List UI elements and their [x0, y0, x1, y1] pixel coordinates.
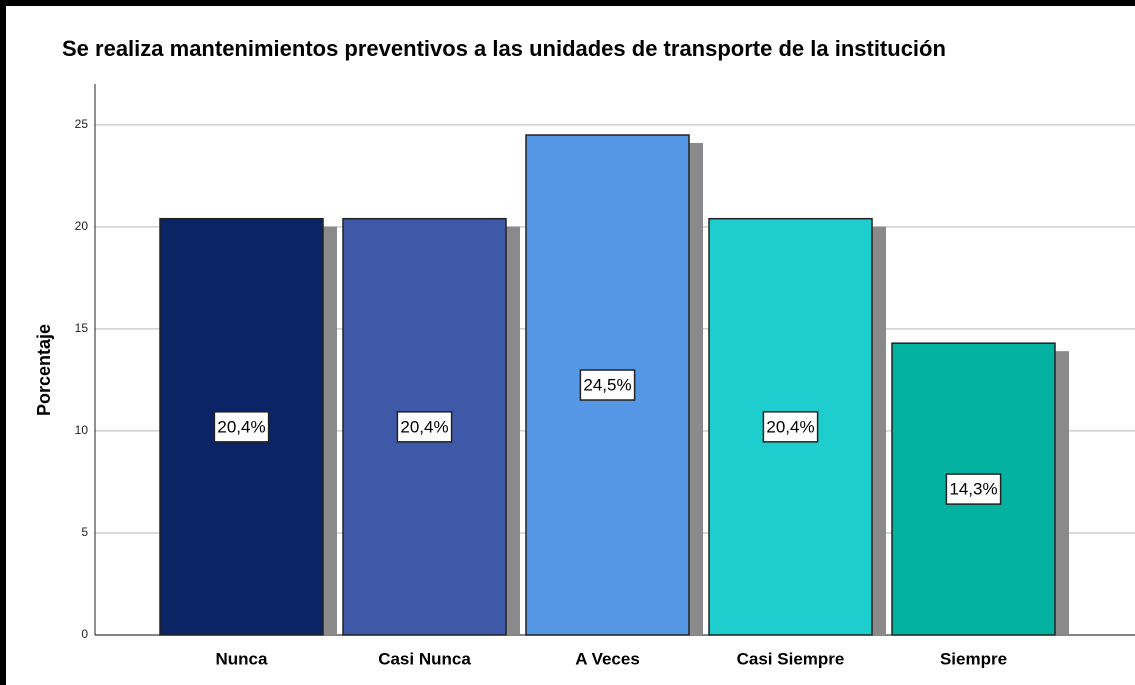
- value-label-box: [945, 473, 1002, 505]
- x-tick-label: A Veces: [575, 649, 640, 668]
- y-tick-label: 10: [75, 423, 89, 437]
- x-tick-label: Casi Siempre: [737, 649, 845, 668]
- value-label: 20,4%: [400, 417, 448, 436]
- y-axis-label: Porcentaje: [34, 324, 54, 416]
- y-tick-label: 20: [75, 219, 89, 233]
- value-label: 20,4%: [217, 417, 265, 436]
- value-label-box: [213, 411, 270, 443]
- value-label-box: [396, 411, 453, 443]
- y-tick-label: 15: [75, 321, 89, 335]
- y-tick-label: 0: [81, 627, 88, 641]
- x-tick-label: Casi Nunca: [378, 649, 471, 668]
- chart-title: Se realiza mantenimientos preventivos a …: [62, 36, 946, 61]
- value-label-box: [579, 369, 636, 401]
- x-tick-label: Siempre: [940, 649, 1007, 668]
- labels: 20,4% 20,4% 24,5% 20,4% 14,3%: [213, 369, 1002, 505]
- y-tick-label: 25: [75, 117, 89, 131]
- y-tick-label: 5: [81, 525, 88, 539]
- value-label: 20,4%: [766, 417, 814, 436]
- value-label: 14,3%: [949, 480, 997, 499]
- x-tick-label: Nunca: [216, 649, 269, 668]
- value-label-box: [762, 411, 819, 443]
- value-label: 24,5%: [583, 375, 631, 394]
